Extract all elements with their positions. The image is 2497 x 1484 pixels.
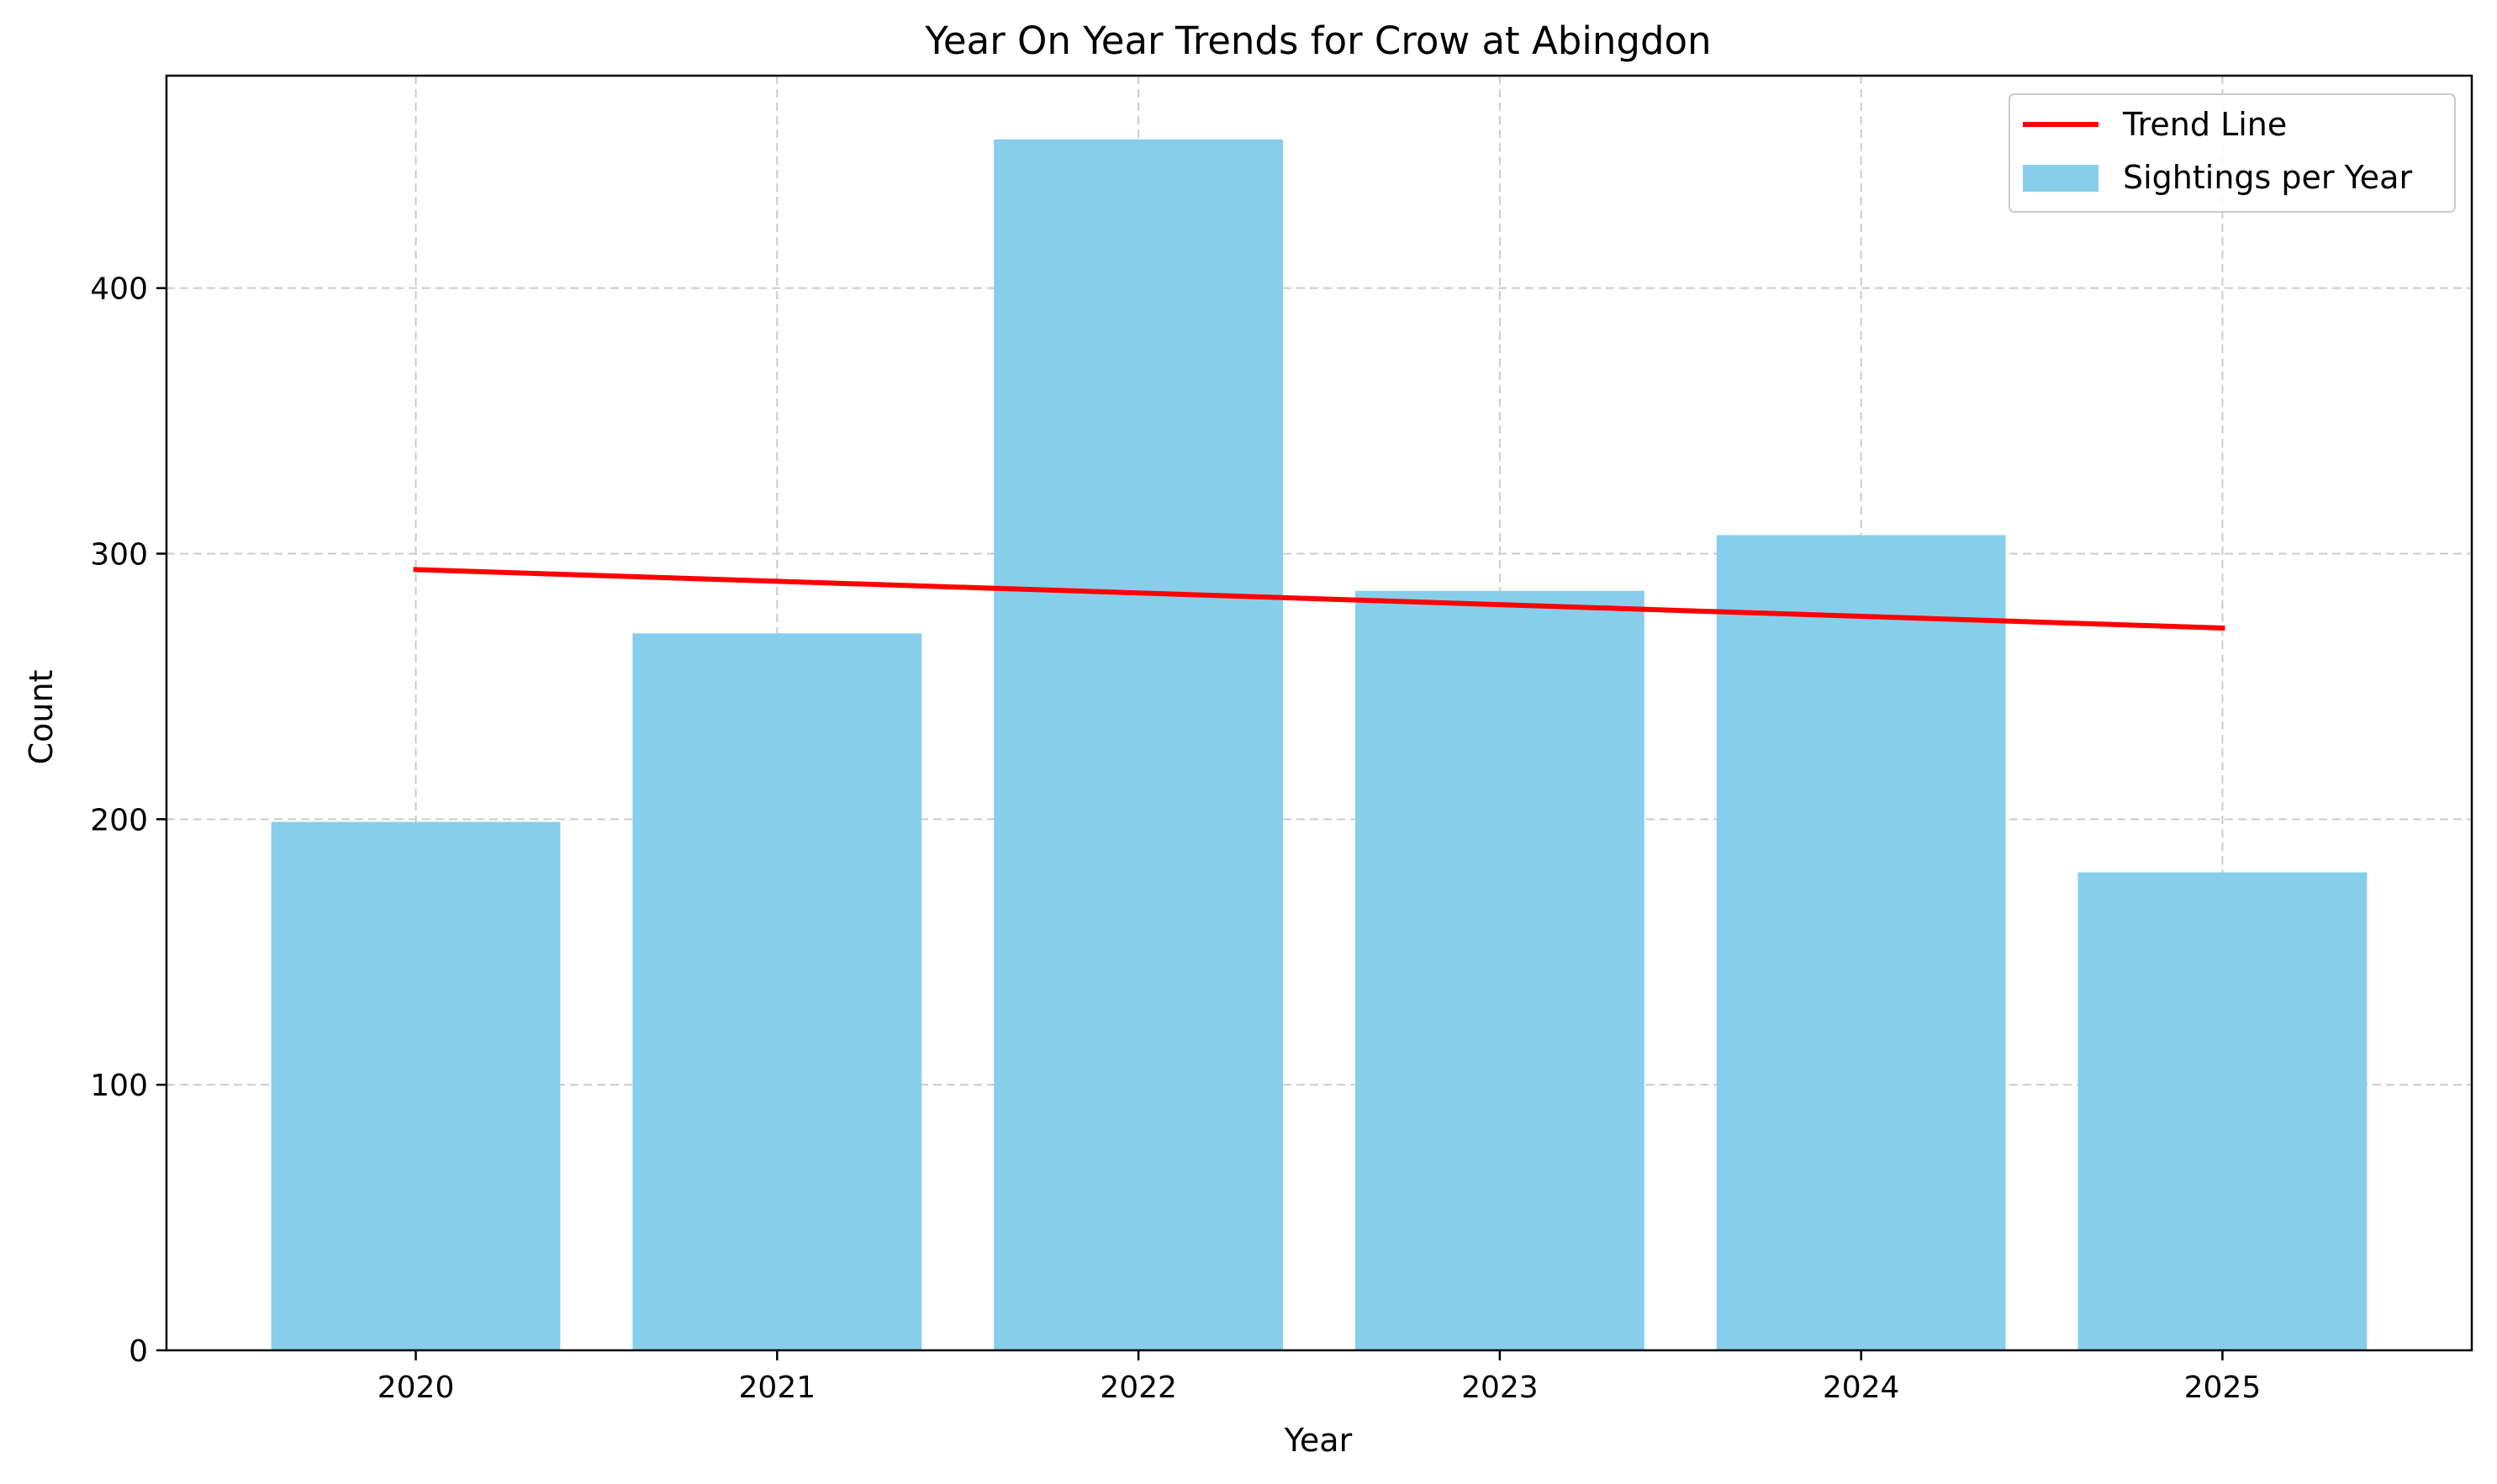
chart-title: Year On Year Trends for Crow at Abingdon — [924, 18, 1711, 63]
plot-frame — [165, 74, 2473, 1352]
x-tick-label: 2022 — [1100, 1370, 1177, 1405]
y-tick-label: 100 — [90, 1069, 148, 1103]
legend-trend-line-label: Trend Line — [2122, 106, 2287, 143]
legend-box — [2009, 93, 2456, 213]
axes-layer: 0 100 200 300 400 2020 2021 2022 2023 2024 2025 — [90, 74, 2473, 1405]
y-tick-label: 200 — [90, 803, 148, 837]
y-tick-label: 0 — [129, 1334, 148, 1369]
bar-2025 — [2077, 872, 2368, 1350]
x-axis-label: Year — [1284, 1422, 1353, 1459]
bar-2020 — [271, 821, 561, 1350]
y-axis-label: Count — [23, 670, 60, 765]
y-tick-label: 400 — [90, 272, 148, 307]
legend: Trend Line Sightings per Year — [2009, 93, 2456, 213]
x-tick-label: 2023 — [1461, 1370, 1539, 1405]
trend-line — [413, 567, 2225, 631]
y-tick-label: 300 — [90, 538, 148, 573]
legend-sightings-label: Sightings per Year — [2123, 159, 2412, 196]
trend-layer — [413, 567, 2225, 631]
x-tick-label: 2025 — [2184, 1370, 2262, 1405]
bar-2022 — [994, 139, 1284, 1350]
bar-2023 — [1354, 590, 1644, 1350]
x-tick-label: 2021 — [739, 1370, 816, 1405]
legend-sightings-swatch — [2023, 165, 2098, 192]
bar-2024 — [1716, 535, 2006, 1350]
bars-layer — [271, 139, 2368, 1350]
bar-2021 — [632, 633, 922, 1350]
x-tick-label: 2020 — [377, 1370, 455, 1405]
x-tick-label: 2024 — [1823, 1370, 1900, 1405]
